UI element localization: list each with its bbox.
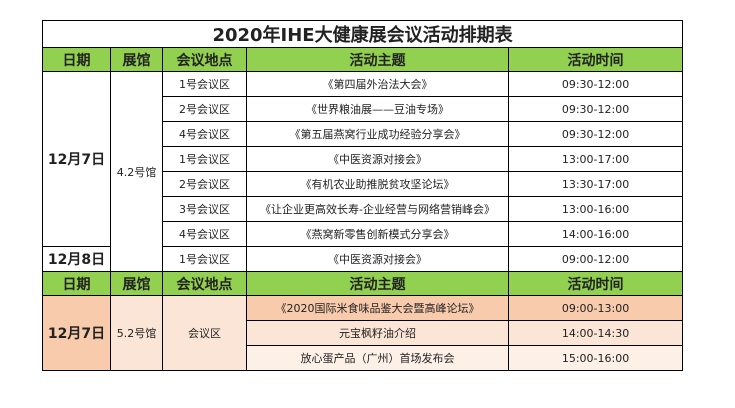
theme-cell: 《燕窝新零售创新模式分享会》 xyxy=(246,221,509,247)
theme-cell: 《中医资源对接会》 xyxy=(246,146,509,172)
theme-cell: 《中医资源对接会》 xyxy=(246,246,509,272)
table-row: 1号会议区 《中医资源对接会》 13:00-17:00 xyxy=(43,146,684,172)
time-cell: 09:30-12:00 xyxy=(507,96,684,122)
venue-cell: 2号会议区 xyxy=(162,171,247,197)
hall-cell: 5.2号馆 xyxy=(110,295,163,371)
theme-cell: 《第四届外治法大会》 xyxy=(246,71,509,97)
theme-cell: 《第五届燕窝行业成功经验分享会》 xyxy=(246,121,509,147)
date-cell: 12月8日 xyxy=(42,246,111,272)
venue-cell: 1号会议区 xyxy=(162,146,247,172)
theme-cell: 《让企业更高效长寿-企业经营与网络营销峰会》 xyxy=(246,196,509,222)
time-cell: 09:30-12:00 xyxy=(507,71,684,97)
time-cell: 14:00-16:00 xyxy=(507,221,684,247)
table-row: 4号会议区 《燕窝新零售创新模式分享会》 14:00-16:00 xyxy=(43,221,684,247)
time-cell: 09:00-13:00 xyxy=(507,295,684,321)
schedule-table: 2020年IHE大健康展会议活动排期表 日期 展馆 会议地点 活动主题 活动时间 12月7… xyxy=(41,20,684,371)
venue-cell: 会议区 xyxy=(162,295,247,371)
time-cell: 09:00-12:00 xyxy=(507,246,684,272)
venue-cell: 1号会议区 xyxy=(162,71,247,97)
header-cell: 日期 xyxy=(42,47,111,72)
time-cell: 13:00-17:00 xyxy=(507,146,684,172)
venue-cell: 4号会议区 xyxy=(162,121,247,147)
table-row: 4号会议区 《第五届燕窝行业成功经验分享会》 09:30-12:00 xyxy=(43,121,684,147)
theme-cell: 元宝枫籽油介绍 xyxy=(246,320,509,346)
header-cell: 活动时间 xyxy=(507,271,684,296)
venue-cell: 2号会议区 xyxy=(162,96,247,122)
venue-cell: 3号会议区 xyxy=(162,196,247,222)
table-row: 2号会议区 《有机农业助推脱贫攻坚论坛》 13:30-17:00 xyxy=(43,171,684,197)
theme-cell: 《世界粮油展——豆油专场》 xyxy=(246,96,509,122)
time-cell: 13:00-16:00 xyxy=(507,196,684,222)
theme-cell: 放心蛋产品（广州）首场发布会 xyxy=(246,345,509,371)
time-cell: 14:00-14:30 xyxy=(507,320,684,346)
theme-cell: 《有机农业助推脱贫攻坚论坛》 xyxy=(246,171,509,197)
time-cell: 09:30-12:00 xyxy=(507,121,684,147)
header-cell: 展馆 xyxy=(110,271,163,296)
table-row: 12月7日 4.2号馆 1号会议区 《第四届外治法大会》 09:30-12:00 xyxy=(42,71,684,272)
header-cell: 会议地点 xyxy=(162,271,247,296)
table-row: 12月8日 1号会议区 《中医资源对接会》 09:00-12:00 xyxy=(42,246,684,272)
table-row: 日期 展馆 会议地点 活动主题 活动时间 xyxy=(42,271,684,296)
header-cell: 会议地点 xyxy=(162,47,247,72)
header-cell: 展馆 xyxy=(110,47,163,72)
table-row: 放心蛋产品（广州）首场发布会 15:00-16:00 xyxy=(43,345,684,371)
date-cell: 12月7日 xyxy=(42,71,111,247)
time-cell: 13:30-17:00 xyxy=(507,171,684,197)
table-row: 日期 展馆 会议地点 活动主题 活动时间 xyxy=(42,47,684,72)
date-cell: 12月7日 xyxy=(42,295,111,371)
title: 2020年IHE大健康展会议活动排期表 xyxy=(41,20,684,48)
table-row: 2号会议区 《世界粮油展——豆油专场》 09:30-12:00 xyxy=(43,96,684,122)
time-cell: 15:00-16:00 xyxy=(507,345,684,371)
header-cell: 日期 xyxy=(42,271,111,296)
venue-cell: 4号会议区 xyxy=(162,221,247,247)
table-row: 12月7日 5.2号馆 会议区 《2020国际米食味品鉴大会暨高峰论坛》 09:00-1… xyxy=(42,295,684,371)
header-cell: 活动时间 xyxy=(507,47,684,72)
header-cell: 活动主题 xyxy=(246,271,509,296)
hall-cell: 4.2号馆 xyxy=(110,71,163,272)
theme-cell: 《2020国际米食味品鉴大会暨高峰论坛》 xyxy=(246,295,509,321)
table-body: 2020年IHE大健康展会议活动排期表 日期 展馆 会议地点 活动主题 活动时间 12月7… xyxy=(41,20,684,371)
table-row: 元宝枫籽油介绍 14:00-14:30 xyxy=(43,320,684,346)
table-row: 3号会议区 《让企业更高效长寿-企业经营与网络营销峰会》 13:00-16:00 xyxy=(43,196,684,222)
header-cell: 活动主题 xyxy=(246,47,509,72)
venue-cell: 1号会议区 xyxy=(162,246,247,272)
